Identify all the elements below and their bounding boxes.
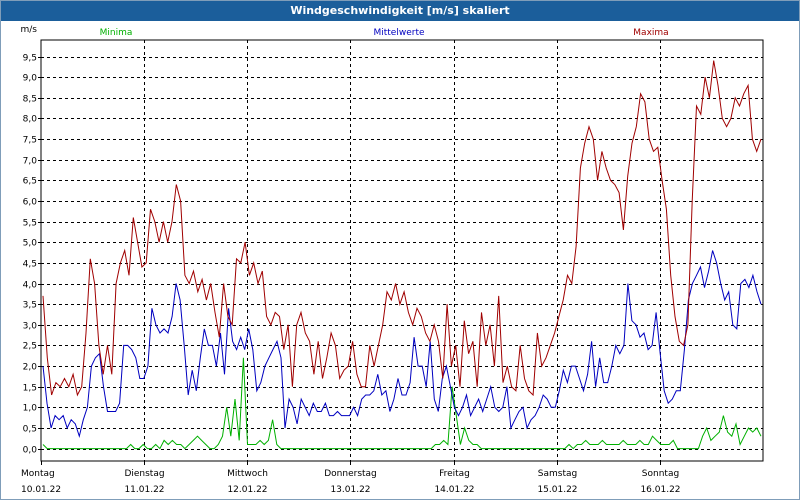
- y-tick-label: 9,0: [23, 74, 38, 84]
- y-axis-label: m/s: [21, 25, 38, 35]
- series-line-maxima: [42, 60, 762, 397]
- y-tick-label: 0,0: [23, 446, 38, 456]
- x-tick-date: 16.01.22: [640, 485, 680, 495]
- y-tick-label: 6,5: [23, 177, 37, 187]
- y-tick-label: 3,0: [23, 322, 38, 332]
- y-tick-label: 7,0: [23, 157, 38, 167]
- y-tick-label: 3,5: [23, 301, 37, 311]
- y-tick-label: 8,5: [23, 95, 37, 105]
- y-tick-label: 4,0: [23, 281, 38, 291]
- x-tick-date: 15.01.22: [537, 485, 577, 495]
- wind-speed-chart: 0,0 0,5 1,0 1,5 2,0 2,5 3,0 3,5 4,0 4,5 5,0 5,5 6,0 6…: [21, 25, 764, 495]
- chart-title: Windgeschwindigkeit [m/s] skaliert: [1, 1, 799, 21]
- y-tick-label: 9,5: [23, 54, 37, 64]
- x-tick-date: 14.01.22: [434, 485, 474, 495]
- plot-area: [40, 39, 764, 462]
- y-tick-label: 2,5: [23, 342, 37, 352]
- series-label-mittelwerte: Mittelwerte: [373, 28, 424, 38]
- x-tick-date: 10.01.22: [21, 485, 61, 495]
- y-tick-label: 5,0: [23, 239, 38, 249]
- x-tick-day: Freitag: [439, 469, 470, 479]
- y-tick-label: 7,5: [23, 136, 37, 146]
- x-tick-day: Montag: [21, 469, 55, 479]
- series-line-mittelwerte: [42, 250, 762, 439]
- y-tick-label: 1,0: [23, 404, 38, 414]
- y-tick-label: 0,5: [23, 425, 37, 435]
- y-tick-label: 6,0: [23, 198, 38, 208]
- series-line-minima: [42, 357, 762, 450]
- y-tick-label: 5,5: [23, 219, 37, 229]
- x-tick-day: Donnerstag: [324, 469, 377, 479]
- series-label-minima: Minima: [100, 28, 133, 38]
- x-tick-day: Sonntag: [642, 469, 679, 479]
- x-tick-day: Samstag: [538, 469, 577, 479]
- y-tick-label: 2,0: [23, 363, 38, 373]
- y-tick-label: 1,5: [23, 384, 37, 394]
- series-label-maxima: Maxima: [633, 28, 668, 38]
- x-tick-date: 11.01.22: [124, 485, 164, 495]
- x-tick-date: 13.01.22: [330, 485, 370, 495]
- x-tick-day: Dienstag: [124, 469, 164, 479]
- y-tick-label: 4,5: [23, 260, 37, 270]
- x-tick-day: Mittwoch: [227, 469, 268, 479]
- x-tick-date: 12.01.22: [227, 485, 267, 495]
- y-tick-label: 8,0: [23, 115, 38, 125]
